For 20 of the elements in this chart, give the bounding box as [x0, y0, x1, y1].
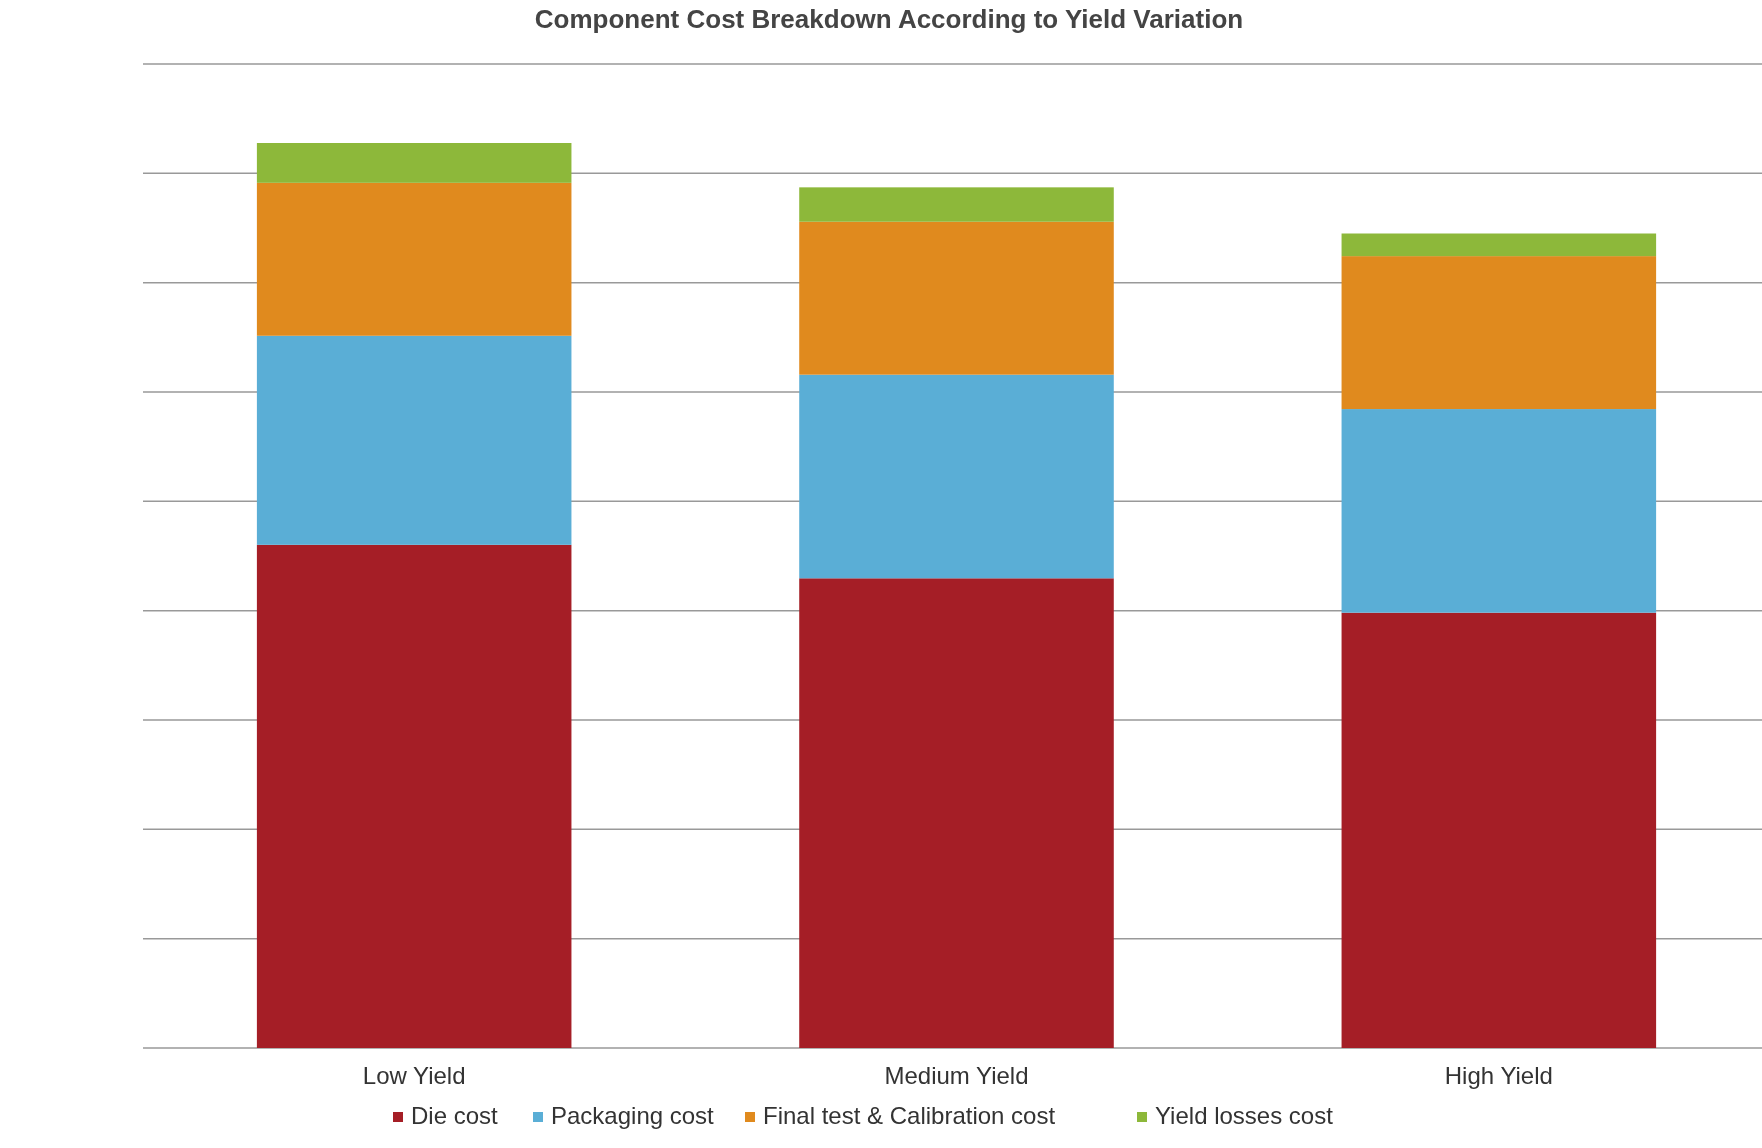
bar: [1341, 409, 1657, 613]
bar: [256, 143, 572, 183]
bar: [256, 544, 572, 1048]
bar: [1341, 233, 1657, 257]
legend-label: Yield losses cost: [1155, 1102, 1334, 1129]
bar: [799, 374, 1114, 579]
x-tick-label: Medium Yield: [884, 1062, 1029, 1089]
x-tick-label: High Yield: [1444, 1062, 1553, 1089]
bar: [256, 182, 572, 336]
chart-title: Component Cost Breakdown According to Yield Variation: [534, 4, 1244, 34]
bar: [256, 335, 572, 545]
bar: [1341, 612, 1657, 1048]
x-tick-label: Low Yield: [362, 1062, 466, 1089]
bar: [799, 578, 1114, 1048]
legend-label: Packaging cost: [551, 1102, 715, 1129]
bar: [799, 187, 1114, 222]
bar: [1341, 256, 1657, 410]
legend-label: Final test & Calibration cost: [763, 1102, 1056, 1129]
legend-label: Die cost: [411, 1102, 499, 1129]
bar: [799, 221, 1114, 375]
